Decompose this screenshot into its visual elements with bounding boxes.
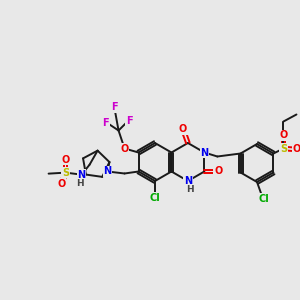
Text: Cl: Cl [150, 193, 160, 203]
Text: Cl: Cl [259, 194, 269, 204]
Text: N: N [77, 169, 86, 180]
Text: N: N [184, 176, 192, 186]
Text: O: O [179, 124, 187, 134]
Text: F: F [111, 103, 118, 112]
Text: O: O [120, 143, 129, 154]
Text: F: F [102, 118, 109, 128]
Text: O: O [292, 145, 300, 154]
Text: O: O [279, 130, 288, 140]
Text: N: N [200, 148, 208, 158]
Text: S: S [62, 168, 69, 178]
Text: H: H [76, 179, 83, 188]
Text: O: O [58, 178, 66, 189]
Text: N: N [103, 167, 112, 176]
Text: F: F [126, 116, 133, 125]
Text: O: O [61, 154, 70, 165]
Text: O: O [214, 167, 223, 176]
Text: S: S [280, 143, 287, 154]
Text: H: H [186, 185, 194, 194]
